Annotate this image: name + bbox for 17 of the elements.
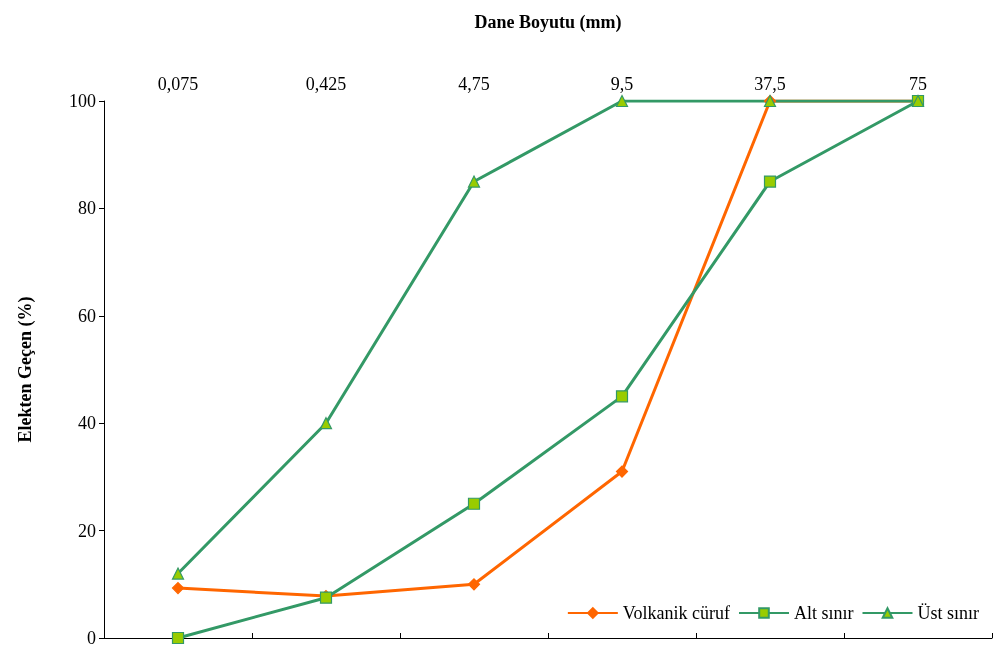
legend-label: Alt sınır <box>793 603 854 623</box>
y-tick-label: 20 <box>78 520 96 541</box>
y-tick-label: 0 <box>87 628 96 648</box>
x-tick-label: 0,425 <box>305 74 347 94</box>
x-tick-label: 0,075 <box>157 74 199 94</box>
legend-label: Volkanik cüruf <box>622 603 730 623</box>
x-axis-title: Dane Boyutu (mm) <box>474 12 622 33</box>
y-tick-label: 60 <box>78 305 96 326</box>
x-tick-label: 4,75 <box>458 74 490 94</box>
y-tick-label: 40 <box>78 413 96 434</box>
x-tick-label: 9,5 <box>610 74 634 94</box>
y-axis-title: Elekten Geçen (%) <box>15 296 36 443</box>
x-tick-label: 75 <box>909 74 927 94</box>
y-tick-label: 80 <box>78 198 96 219</box>
x-tick-label: 37,5 <box>754 74 786 94</box>
legend-label: Üst sınır <box>917 603 980 623</box>
y-tick-label: 100 <box>69 91 96 111</box>
